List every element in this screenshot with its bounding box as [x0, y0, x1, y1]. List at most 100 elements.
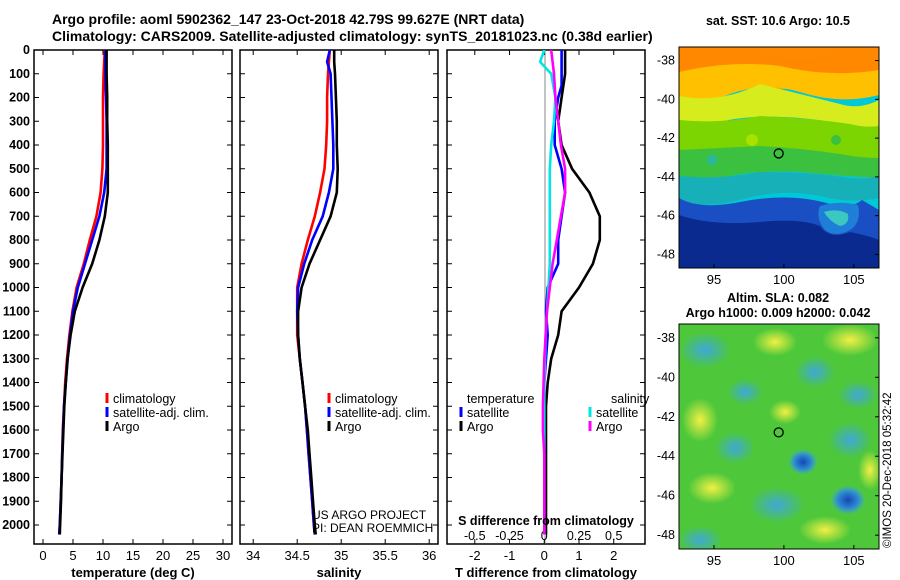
y-tick-label: 600 [9, 186, 30, 200]
legend-label: satellite-adj. clim. [113, 406, 209, 420]
x-tick-label: -1 [504, 548, 516, 563]
x-tick-label: 5 [69, 548, 76, 563]
x-tick-label: 36 [422, 548, 436, 563]
sla-map-title: Altim. SLA: 0.082 [727, 291, 829, 305]
series-line-satellite-adj-clim- [57, 50, 108, 535]
map-y-tick-label: -46 [657, 489, 675, 503]
y-tick-label: 900 [9, 257, 30, 271]
y-tick-label: 300 [9, 114, 30, 128]
y-tick-label: 400 [9, 138, 30, 152]
x-tick-label: -2 [469, 548, 481, 563]
y-tick-label: 1000 [2, 281, 30, 295]
series-line-argo [58, 50, 110, 535]
map-y-tick-label: -42 [657, 131, 675, 145]
x-tick-label: 20 [156, 548, 170, 563]
map-y-tick-label: -44 [657, 170, 675, 184]
series-line-salinity-satellite [538, 50, 557, 535]
sst-map: sat. SST: 10.6 Argo: 10.5 95 100 105 -38 -40… [657, 14, 880, 287]
map-y-tick-label: -38 [657, 331, 675, 345]
x-tick-label: 35.5 [373, 548, 398, 563]
y-tick-label: 1900 [2, 494, 30, 508]
series-line-argo [296, 50, 340, 535]
legend-label: satellite [596, 406, 638, 420]
x-tick-label: 15 [126, 548, 140, 563]
s-tick-label: 0 [541, 529, 548, 543]
y-tick-label: 500 [9, 162, 30, 176]
y-tick-label: 1600 [2, 423, 30, 437]
map-x-tick-label: 100 [773, 272, 795, 287]
sst-map-frame [678, 46, 880, 269]
temperature-panel-frame [33, 49, 233, 545]
legend-label: climatology [113, 392, 176, 406]
y-tick-label: 700 [9, 209, 30, 223]
legend-label: Argo [113, 420, 139, 434]
sla-map: Altim. SLA: 0.082 Argo h1000: 0.009 h200… [657, 291, 880, 568]
x-tick-label: 2 [610, 548, 617, 563]
legend-header-salinity: salinity [611, 392, 650, 406]
map-y-tick-label: -38 [657, 54, 675, 68]
map-x-tick-label: 105 [843, 553, 865, 568]
legend-label: Argo [467, 420, 493, 434]
header-subtitle: Climatology: CARS2009. Satellite-adjuste… [52, 28, 653, 44]
legend-header-temperature: temperature [467, 392, 534, 406]
argo-float-marker [773, 148, 784, 159]
x-tick-label: 1 [575, 548, 582, 563]
x-tick-label: 0 [39, 548, 46, 563]
y-tick-label: 1700 [2, 447, 30, 461]
sst-map-title: sat. SST: 10.6 Argo: 10.5 [706, 14, 850, 28]
s-difference-label: S difference from climatology [458, 514, 634, 528]
y-tick-label: 1200 [2, 328, 30, 342]
map-y-tick-label: -48 [657, 528, 675, 542]
y-tick-label: 1800 [2, 471, 30, 485]
temperature-panel: 0 5 10 15 20 25 300100200300400500600700800900… [2, 43, 233, 580]
argo-float-marker [773, 427, 784, 438]
map-y-tick-label: -46 [657, 209, 675, 223]
y-tick-label: 1400 [2, 376, 30, 390]
map-x-tick-label: 100 [773, 553, 795, 568]
map-y-tick-label: -40 [657, 92, 675, 106]
x-tick-label: 34 [246, 548, 260, 563]
s-tick-label: -0.25 [495, 529, 524, 543]
sla-map-subtitle: Argo h1000: 0.009 h2000: 0.042 [686, 306, 871, 320]
header-title: Argo profile: aoml 5902362_147 23-Oct-20… [52, 11, 525, 27]
difference-panel-frame [446, 49, 646, 545]
series-line-salinity-argo [541, 50, 567, 535]
temperature-x-label: temperature (deg C) [71, 565, 195, 580]
s-tick-label: -0.5 [464, 529, 486, 543]
s-tick-label: 0.5 [605, 529, 622, 543]
x-tick-label: 25 [186, 548, 200, 563]
map-y-tick-label: -40 [657, 370, 675, 384]
y-tick-label: 2000 [2, 518, 30, 532]
sst-field [679, 47, 879, 268]
legend-label: satellite-adj. clim. [335, 406, 431, 420]
legend-label: climatology [335, 392, 398, 406]
map-x-tick-label: 95 [707, 553, 721, 568]
credit-pi: PI: DEAN ROEMMICH [312, 521, 433, 535]
y-tick-label: 100 [9, 67, 30, 81]
difference-panel: -2 -1 0 1 2 -0.5 -0.25 0 0.25 0.5 temperature sali… [446, 49, 650, 580]
x-tick-label: 30 [216, 548, 230, 563]
x-tick-label: 10 [96, 548, 110, 563]
y-tick-label: 200 [9, 91, 30, 105]
x-tick-label: 34.5 [285, 548, 310, 563]
y-tick-label: 1500 [2, 399, 30, 413]
credit-project: US ARGO PROJECT [312, 508, 427, 522]
y-tick-label: 0 [23, 43, 30, 57]
map-x-tick-label: 95 [707, 272, 721, 287]
legend-label: satellite [467, 406, 509, 420]
legend-label: Argo [335, 420, 361, 434]
y-tick-label: 800 [9, 233, 30, 247]
salinity-x-label: salinity [317, 565, 363, 580]
salinity-panel-frame [239, 49, 439, 545]
x-tick-label: 35 [334, 548, 348, 563]
sla-field [679, 324, 879, 549]
y-tick-label: 1300 [2, 352, 30, 366]
salinity-panel: 34 34.5 35 35.5 36 climatologysatellite-adj.… [239, 49, 439, 580]
map-y-tick-label: -44 [657, 449, 675, 463]
map-x-tick-label: 105 [843, 272, 865, 287]
x-tick-label: 0 [541, 548, 548, 563]
copyright-stamp: ©IMOS 20-Dec-2018 05:32:42 [882, 392, 894, 548]
map-y-tick-label: -42 [657, 410, 675, 424]
sla-map-frame [678, 323, 880, 550]
